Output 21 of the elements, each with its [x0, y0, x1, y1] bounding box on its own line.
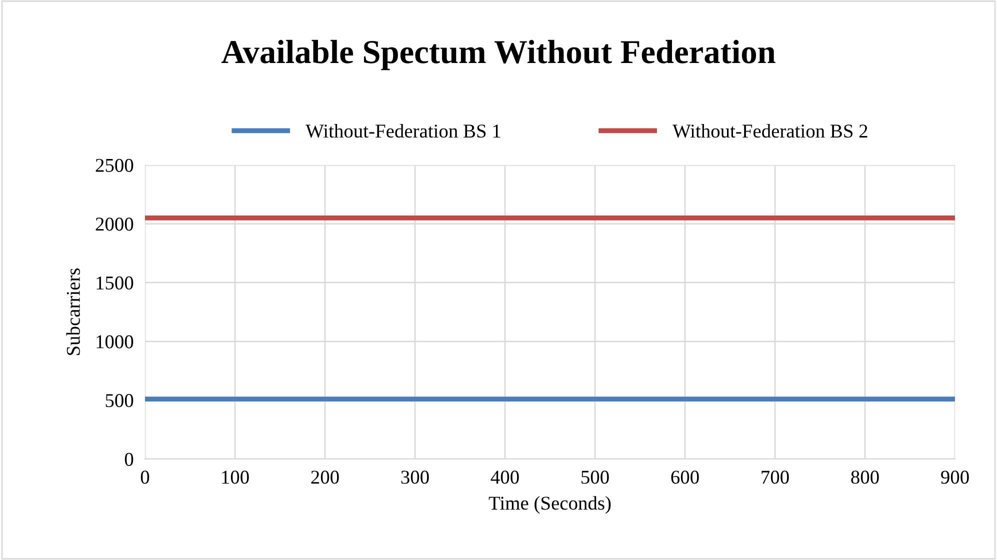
chart-title: Available Spectum Without Federation	[221, 40, 776, 70]
x-tick-label: 0	[140, 470, 150, 484]
x-tick-label: 300	[401, 470, 429, 484]
x-tick-label: 100	[222, 470, 249, 484]
legend-label: Without-Federation BS 2	[672, 124, 868, 138]
x-tick-label: 700	[762, 470, 789, 484]
y-axis-title: Subcarriers	[66, 268, 80, 355]
y-tick-label: 500	[106, 394, 134, 408]
y-tick-label: 1000	[96, 335, 134, 348]
y-tick-label: 1500	[96, 276, 134, 290]
y-tick-label: 2000	[96, 218, 134, 231]
x-tick-label: 800	[851, 470, 879, 484]
x-tick-label: 900	[941, 470, 969, 484]
y-tick-label: 2500	[96, 158, 134, 172]
legend-label: Without-Federation BS 1	[306, 124, 500, 138]
x-tick-label: 500	[582, 470, 609, 484]
x-tick-label: 400	[490, 470, 519, 484]
x-axis-title: Time (Seconds)	[488, 496, 611, 514]
x-tick-label: 600	[671, 470, 699, 484]
y-tick-label: 0	[124, 452, 134, 466]
x-tick-label: 200	[311, 470, 339, 484]
